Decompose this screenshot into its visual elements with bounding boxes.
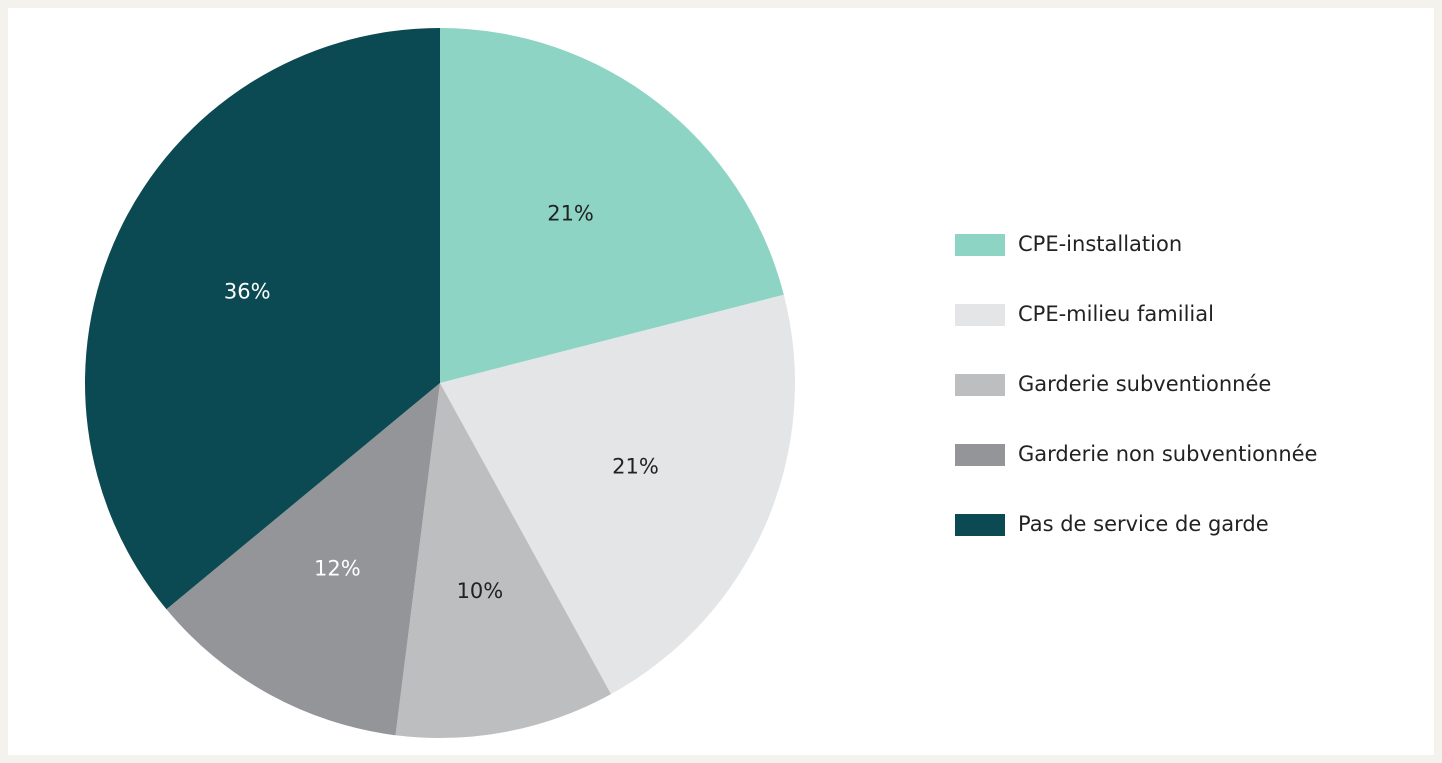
legend-label: CPE-milieu familial bbox=[1018, 302, 1214, 326]
legend-label: Garderie subventionnée bbox=[1018, 372, 1271, 396]
legend-swatch bbox=[955, 304, 1005, 326]
slice-label: 21% bbox=[612, 455, 659, 479]
pie-slice bbox=[440, 28, 784, 383]
legend-swatch bbox=[955, 444, 1005, 466]
legend-swatch bbox=[955, 374, 1005, 396]
slice-label: 12% bbox=[314, 557, 361, 581]
slice-label: 21% bbox=[547, 202, 594, 226]
legend-label: CPE-installation bbox=[1018, 232, 1182, 256]
legend-swatch bbox=[955, 514, 1005, 536]
slice-label: 36% bbox=[224, 279, 271, 303]
legend-swatch bbox=[955, 234, 1005, 256]
legend-label: Garderie non subventionnée bbox=[1018, 442, 1317, 466]
pie-slice bbox=[85, 28, 440, 610]
slice-label: 10% bbox=[457, 579, 504, 603]
legend-label: Pas de service de garde bbox=[1018, 512, 1269, 536]
pie-slice bbox=[166, 383, 440, 736]
pie-slice bbox=[440, 294, 795, 695]
pie-slice bbox=[395, 383, 612, 738]
